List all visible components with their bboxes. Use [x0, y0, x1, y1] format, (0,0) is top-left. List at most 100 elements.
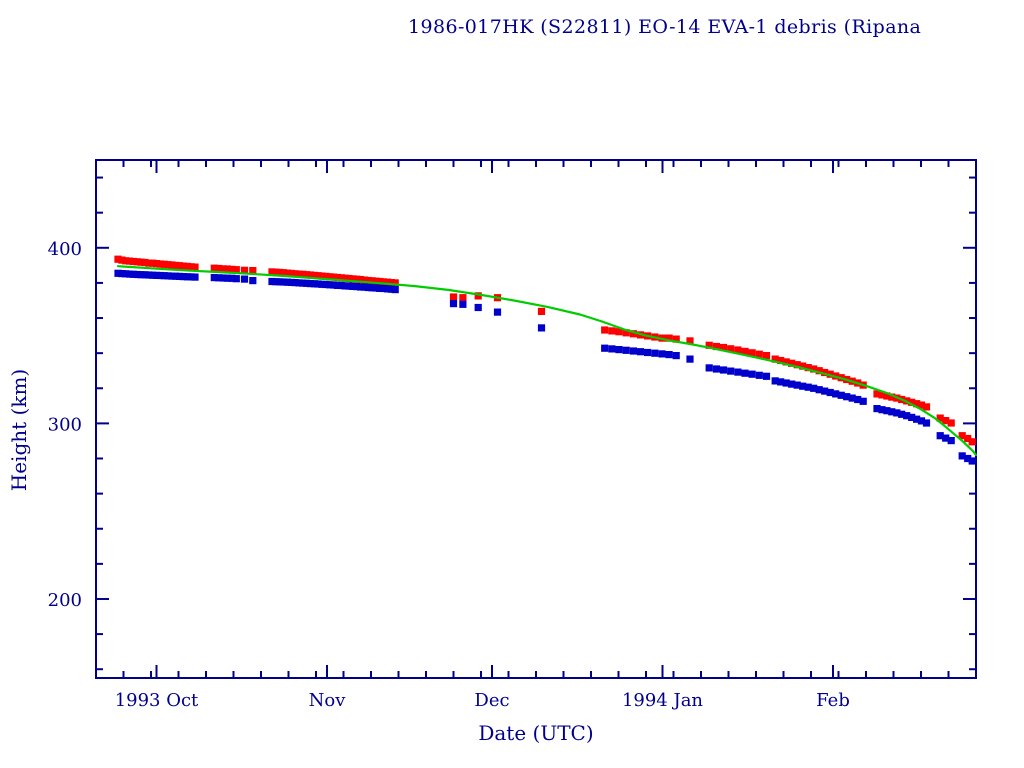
data-point-marker	[810, 365, 818, 373]
data-point-marker	[777, 356, 785, 365]
data-point-marker	[137, 271, 145, 279]
data-point-marker	[771, 355, 779, 363]
data-point-marker	[917, 417, 926, 425]
data-point-marker	[283, 278, 291, 286]
data-point-marker	[149, 259, 157, 267]
data-point-marker	[299, 270, 307, 278]
data-point-marker	[345, 274, 353, 283]
data-point-marker	[145, 259, 153, 267]
data-point-marker	[672, 335, 680, 343]
data-point-marker	[383, 278, 392, 286]
data-point-marker	[122, 270, 130, 278]
x-tick-label: 1993 Oct	[115, 690, 199, 711]
data-point-marker	[299, 279, 307, 287]
data-point-marker	[493, 308, 502, 316]
data-point-marker	[228, 274, 236, 282]
data-point-marker	[788, 380, 796, 388]
data-point-marker	[601, 344, 609, 352]
data-point-marker	[968, 438, 976, 446]
data-point-marker	[368, 277, 376, 285]
data-point-marker	[537, 307, 546, 315]
y-tick-label: 400	[48, 239, 82, 260]
series-perigee-height	[114, 269, 976, 465]
data-point-marker	[133, 258, 141, 266]
data-point-marker	[268, 268, 276, 276]
data-point-marker	[777, 378, 785, 386]
data-point-marker	[118, 256, 126, 264]
data-point-marker	[356, 283, 365, 291]
data-point-marker	[364, 276, 372, 285]
data-point-marker	[449, 293, 458, 301]
data-point-marker	[152, 260, 161, 268]
data-point-marker	[383, 285, 392, 293]
x-tick-label: Feb	[816, 690, 850, 711]
data-point-marker	[219, 274, 227, 282]
data-series	[114, 255, 978, 465]
data-point-marker	[748, 349, 756, 357]
data-point-marker	[287, 269, 295, 277]
data-point-marker	[734, 368, 742, 376]
y-tick-label: 200	[48, 590, 82, 611]
data-point-marker	[608, 327, 616, 335]
data-point-marker	[145, 271, 153, 279]
data-point-marker	[636, 348, 645, 356]
data-point-marker	[240, 266, 249, 274]
data-point-marker	[815, 386, 823, 394]
data-point-marker	[686, 337, 694, 345]
data-point-marker	[741, 347, 749, 355]
data-point-marker	[936, 414, 944, 422]
data-point-marker	[622, 329, 630, 337]
data-point-marker	[341, 282, 349, 290]
data-point-marker	[279, 278, 288, 286]
data-point-marker	[821, 387, 829, 395]
data-point-marker	[232, 275, 240, 283]
data-point-marker	[922, 403, 931, 411]
data-point-marker	[793, 361, 801, 369]
data-point-marker	[893, 409, 901, 417]
data-point-marker	[782, 358, 790, 366]
x-axis-title: Date (UTC)	[478, 721, 593, 745]
data-point-marker	[240, 275, 249, 283]
data-point-marker	[537, 324, 546, 332]
data-point-marker	[712, 342, 720, 351]
data-point-marker	[898, 410, 906, 418]
y-axis-title: Height (km)	[7, 369, 31, 491]
data-point-marker	[727, 345, 735, 353]
data-point-marker	[459, 300, 467, 308]
data-point-marker	[854, 395, 862, 404]
data-point-marker	[164, 272, 172, 280]
data-point-marker	[310, 271, 318, 279]
x-tick-label: 1994 Jan	[622, 690, 703, 711]
axis-ticks	[95, 160, 977, 678]
data-point-marker	[310, 280, 318, 288]
series-mean-height-curve	[116, 265, 978, 457]
data-point-marker	[771, 377, 779, 385]
data-point-marker	[249, 277, 257, 285]
data-point-marker	[191, 263, 199, 271]
data-point-marker	[318, 280, 326, 288]
data-point-marker	[712, 365, 720, 373]
data-point-marker	[848, 394, 856, 402]
data-point-marker	[141, 258, 149, 267]
data-point-marker	[356, 276, 365, 284]
axis-tick-labels: 200 300 400 1993 Oct Nov Dec 1994 Jan Feb	[48, 239, 850, 711]
data-point-marker	[815, 367, 823, 375]
data-point-marker	[917, 401, 926, 409]
data-point-marker	[705, 341, 713, 349]
data-point-marker	[210, 274, 218, 282]
data-point-marker	[291, 279, 299, 287]
data-point-marker	[303, 271, 311, 279]
data-point-marker	[187, 273, 195, 281]
data-point-marker	[287, 278, 295, 286]
data-point-marker	[322, 272, 330, 280]
data-point-marker	[349, 282, 357, 290]
data-point-marker	[793, 381, 801, 389]
data-point-marker	[353, 275, 361, 283]
data-point-marker	[176, 272, 184, 280]
data-point-marker	[748, 370, 756, 378]
series-apogee-height	[114, 255, 976, 446]
data-point-marker	[215, 264, 223, 273]
data-point-marker	[122, 257, 130, 265]
